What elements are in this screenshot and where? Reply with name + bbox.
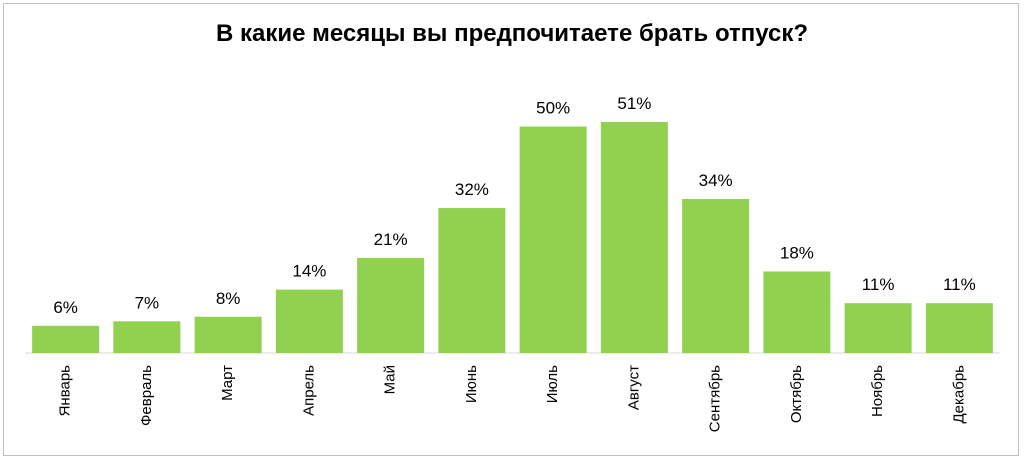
x-tick-label: Февраль: [138, 365, 155, 426]
data-label: 21%: [374, 230, 408, 249]
x-tick-label: Март: [219, 365, 236, 401]
data-label: 8%: [216, 289, 241, 308]
x-tick-label: Август: [625, 365, 642, 410]
bar: [357, 257, 425, 353]
x-tick-label: Сентябрь: [707, 365, 724, 432]
x-tick-label: Декабрь: [950, 365, 967, 424]
bar: [438, 208, 506, 353]
bar: [844, 303, 912, 353]
chart-frame: [3, 3, 1019, 456]
x-tick-label: Январь: [57, 365, 74, 417]
data-label: 50%: [536, 99, 570, 118]
bar: [925, 303, 993, 353]
x-tick-label: Июнь: [463, 365, 480, 403]
data-label: 34%: [699, 171, 733, 190]
data-label: 18%: [780, 243, 814, 262]
x-tick-label: Октябрь: [788, 365, 805, 423]
data-label: 32%: [455, 180, 489, 199]
bar: [32, 325, 100, 353]
x-tick-label: Июль: [544, 365, 561, 403]
x-tick-label: Апрель: [300, 365, 317, 416]
x-tick-label: Май: [382, 365, 399, 394]
data-label: 6%: [53, 298, 78, 317]
bar: [519, 126, 587, 353]
data-label: 51%: [617, 94, 651, 113]
x-tick-label: Ноябрь: [869, 365, 886, 417]
bar: [194, 316, 262, 353]
data-label: 11%: [862, 275, 895, 294]
data-label: 11%: [943, 275, 976, 294]
bar: [113, 321, 181, 353]
chart-title: В какие месяцы вы предпочитаете брать от…: [215, 20, 809, 47]
bar: [275, 289, 343, 353]
data-label: 14%: [292, 262, 326, 281]
bar: [600, 122, 668, 353]
data-label: 7%: [135, 293, 160, 312]
bar: [682, 199, 750, 353]
bar: [763, 271, 831, 353]
